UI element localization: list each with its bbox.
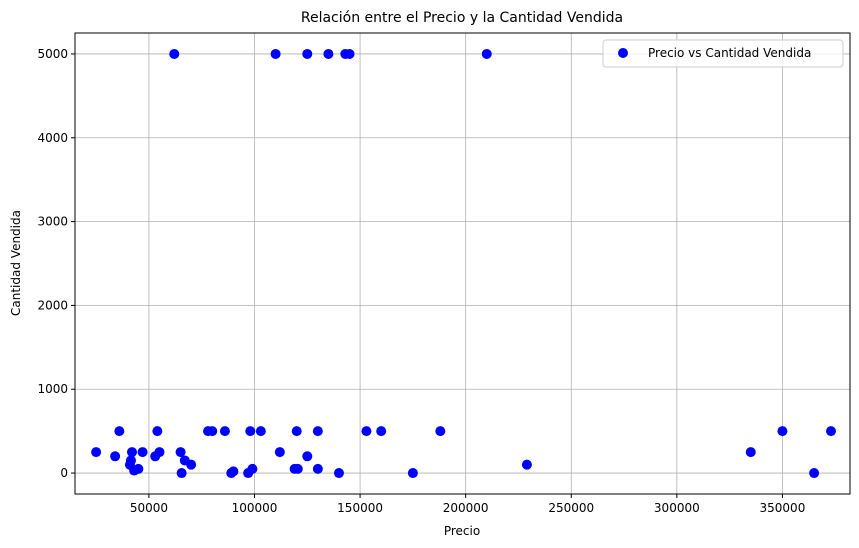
legend-marker (618, 48, 628, 58)
y-tick-label: 1000 (37, 382, 68, 396)
data-point (825, 426, 836, 437)
x-tick-label: 350000 (760, 501, 806, 515)
data-point (302, 48, 313, 59)
data-point (110, 451, 121, 462)
legend: Precio vs Cantidad Vendida (602, 39, 844, 68)
data-point (91, 447, 102, 458)
data-point (344, 48, 355, 59)
data-point (312, 426, 323, 437)
data-point (247, 463, 258, 474)
x-tick-label: 150000 (337, 501, 383, 515)
data-point (228, 466, 239, 477)
x-tick-label: 250000 (548, 501, 594, 515)
data-point (809, 468, 820, 479)
data-point (333, 468, 344, 479)
chart-title: Relación entre el Precio y la Cantidad V… (301, 10, 623, 26)
data-point (302, 451, 313, 462)
data-points (91, 48, 836, 479)
data-point (137, 447, 148, 458)
y-tick-label: 3000 (37, 215, 68, 229)
data-point (255, 426, 266, 437)
x-axis: 50000 100000 150000 200000 250000 300000 35000… (130, 494, 806, 515)
data-point (777, 426, 788, 437)
plot-frame (74, 32, 851, 495)
data-point (125, 455, 136, 466)
y-tick-label: 5000 (37, 47, 68, 61)
data-point (291, 426, 302, 437)
x-tick-label: 100000 (232, 501, 278, 515)
data-point (407, 468, 418, 479)
plot-area (75, 33, 850, 494)
y-tick-label: 0 (60, 466, 68, 480)
data-point (312, 463, 323, 474)
data-point (323, 48, 334, 59)
data-point (270, 48, 281, 59)
x-tick-label: 200000 (443, 501, 489, 515)
data-point (745, 447, 756, 458)
data-point (435, 426, 446, 437)
data-point (152, 426, 163, 437)
y-tick-label: 4000 (37, 131, 68, 145)
legend-box (602, 39, 844, 68)
data-point (169, 48, 180, 59)
data-point (219, 426, 230, 437)
data-point (376, 426, 387, 437)
data-point (186, 459, 197, 470)
legend-label: Precio vs Cantidad Vendida (648, 46, 811, 60)
data-point (175, 447, 186, 458)
x-tick-label: 300000 (654, 501, 700, 515)
data-point (127, 447, 138, 458)
data-point (133, 463, 144, 474)
y-axis-label: Cantidad Vendida (9, 210, 23, 316)
data-point (176, 468, 187, 479)
y-axis: 0 1000 2000 3000 4000 5000 (37, 47, 75, 480)
data-point (521, 459, 532, 470)
data-point (274, 447, 285, 458)
x-tick-label: 50000 (130, 501, 168, 515)
data-point (114, 426, 125, 437)
data-point (154, 447, 165, 458)
data-point (245, 426, 256, 437)
y-tick-label: 2000 (37, 298, 68, 312)
data-point (292, 463, 303, 474)
x-axis-label: Precio (444, 524, 480, 538)
data-point (207, 426, 218, 437)
data-point (481, 48, 492, 59)
data-point (361, 426, 372, 437)
